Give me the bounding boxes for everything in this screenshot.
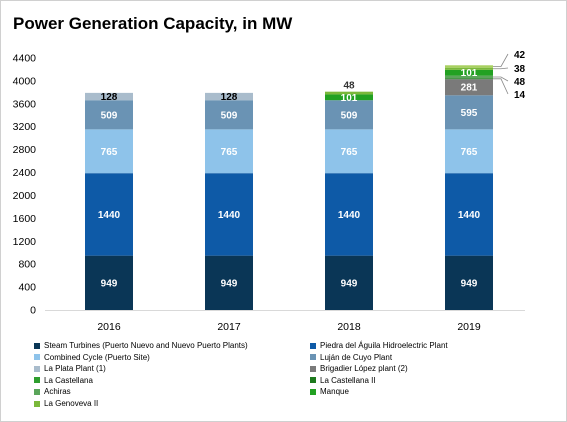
chart-title: Power Generation Capacity, in MW	[13, 14, 293, 33]
data-label: 1440	[218, 210, 241, 221]
y-tick-label: 3600	[13, 98, 37, 110]
bar-segment	[445, 95, 493, 130]
data-label: 765	[221, 147, 238, 158]
bar-segment	[445, 67, 493, 70]
data-label: 949	[461, 278, 478, 289]
data-label: 1440	[338, 210, 361, 221]
x-tick-label: 2017	[217, 321, 241, 333]
data-label: 128	[101, 92, 118, 103]
data-label: 509	[101, 110, 118, 121]
bar-segment	[205, 92, 253, 101]
x-tick-label: 2019	[457, 321, 481, 333]
bar-segment	[325, 94, 373, 101]
data-label: 949	[101, 278, 118, 289]
bar-segment	[325, 255, 373, 310]
data-label: 949	[221, 278, 238, 289]
data-label: 48	[343, 81, 355, 92]
bar-segment	[445, 129, 493, 174]
data-label: 765	[461, 147, 478, 158]
bar-segment	[85, 92, 133, 101]
bar-segment	[325, 100, 373, 130]
data-label: 509	[221, 110, 238, 121]
bar-segment	[85, 129, 133, 174]
bar-segment	[205, 100, 253, 130]
y-tick-label: 1600	[13, 213, 37, 225]
data-label: 38	[514, 64, 526, 75]
callout-line	[493, 78, 509, 95]
data-label: 281	[461, 83, 478, 94]
bar-segment	[85, 255, 133, 310]
callout-line	[493, 67, 509, 70]
bar-segment	[325, 129, 373, 174]
callout-line	[493, 76, 509, 82]
data-label: 595	[461, 108, 478, 119]
data-label: 765	[341, 147, 358, 158]
data-label: 101	[461, 68, 478, 79]
y-tick-label: 2800	[13, 144, 37, 156]
bar-segment	[85, 100, 133, 130]
x-tick-label: 2016	[97, 321, 121, 333]
y-tick-label: 4000	[13, 75, 37, 87]
bar-segment	[205, 173, 253, 256]
data-label: 949	[341, 278, 358, 289]
bar-segment	[205, 255, 253, 310]
data-label: 14	[514, 90, 526, 101]
bar-segment	[325, 173, 373, 256]
data-label: 765	[101, 147, 118, 158]
data-label: 1440	[98, 210, 121, 221]
y-tick-label: 2000	[13, 190, 37, 202]
bar-segment	[445, 69, 493, 76]
data-label: 42	[514, 50, 526, 61]
bar-segment	[325, 91, 373, 95]
bar-segment	[205, 129, 253, 174]
y-tick-label: 2400	[13, 167, 37, 179]
bar-segment	[445, 173, 493, 256]
y-tick-label: 400	[18, 282, 36, 294]
data-label: 101	[341, 93, 358, 104]
bar-segment	[445, 79, 493, 96]
data-label: 128	[221, 92, 238, 103]
bar-segment	[85, 173, 133, 256]
y-tick-label: 1200	[13, 236, 37, 248]
y-tick-label: 800	[18, 259, 36, 271]
bar-segment	[445, 255, 493, 310]
bar-segment	[445, 75, 493, 79]
callout-line	[493, 53, 509, 67]
y-tick-label: 0	[30, 305, 36, 317]
bar-segment	[445, 65, 493, 68]
bar-segment	[445, 78, 493, 80]
y-tick-label: 4400	[13, 53, 37, 65]
data-label: 48	[514, 77, 526, 88]
data-label: 509	[341, 110, 358, 121]
y-tick-label: 3200	[13, 121, 37, 133]
data-label: 1440	[458, 210, 481, 221]
x-tick-label: 2018	[337, 321, 361, 333]
